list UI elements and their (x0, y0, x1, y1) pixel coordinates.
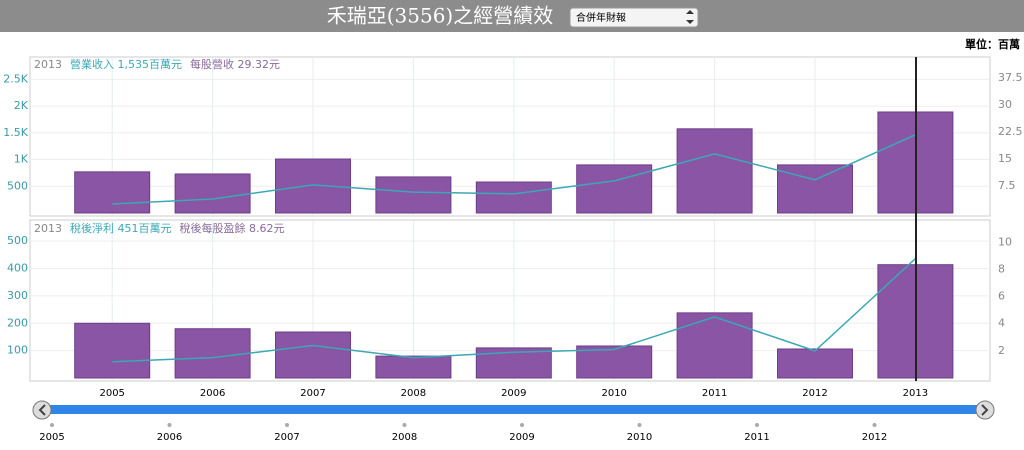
nav-dot (285, 423, 289, 427)
y2-tick-label: 2 (998, 344, 1005, 357)
bar (74, 171, 151, 214)
line (112, 258, 916, 363)
x-tick-label: 2008 (401, 388, 426, 399)
annotation: 營業收入 1,535百萬元 (70, 57, 182, 71)
y2-tick-label: 7.5 (998, 179, 1016, 192)
x-tick-label: 2005 (99, 388, 124, 399)
header-bar (0, 0, 1024, 32)
bar (174, 328, 251, 379)
y2-tick-label: 4 (998, 317, 1005, 330)
nav-label: 2011 (744, 432, 769, 443)
nav-label: 2010 (627, 432, 652, 443)
bar (777, 164, 853, 214)
x-tick-label: 2012 (802, 388, 827, 399)
bar (174, 173, 251, 214)
y-tick-label: 300 (7, 289, 28, 302)
y2-tick-label: 10 (998, 235, 1012, 248)
bar (676, 312, 753, 379)
y-tick-label: 1.5K (3, 126, 28, 139)
nav-dot (50, 423, 54, 427)
bar (375, 355, 452, 379)
bar (475, 181, 552, 214)
y2-tick-label: 15 (998, 152, 1012, 165)
nav-label: 2008 (392, 432, 417, 443)
annotation: 2013 (34, 222, 62, 235)
x-tick-label: 2009 (501, 388, 526, 399)
y-tick-label: 1K (14, 153, 29, 166)
arrow-icon (38, 404, 46, 416)
scroll-left[interactable] (32, 400, 52, 420)
panel (29, 56, 991, 217)
y2-tick-label: 8 (998, 262, 1005, 275)
nav-dot (402, 423, 407, 427)
dropdown-arrow (686, 10, 694, 24)
x-tick-label: 2013 (903, 388, 928, 399)
y2-tick-label: 37.5 (998, 71, 1023, 84)
annotation: 稅後每股盈餘 8.62元 (180, 221, 285, 235)
scroll-right[interactable] (975, 400, 995, 420)
y2-tick-label: 6 (998, 290, 1005, 303)
panel (29, 219, 991, 382)
scroll-bar[interactable] (44, 405, 978, 414)
bar (74, 322, 151, 379)
annotation: 每股營收 29.32元 (190, 57, 280, 71)
nav-dot (637, 423, 642, 427)
nav-label: 2012 (862, 432, 887, 443)
bar (576, 345, 653, 379)
arrow-icon (981, 404, 989, 416)
bar (275, 158, 351, 214)
annotation: 稅後淨利 451百萬元 (70, 221, 172, 235)
dropdown[interactable] (569, 7, 699, 28)
x-tick-label: 2006 (200, 388, 225, 399)
bar (275, 331, 351, 379)
y-tick-label: 2K (14, 99, 29, 112)
nav-dot (520, 423, 524, 427)
bar (375, 176, 452, 214)
y2-tick-label: 30 (998, 98, 1012, 111)
unit-label: 單位：百萬 (965, 37, 1020, 51)
y2-tick-label: 22.5 (998, 125, 1023, 138)
nav-label: 2007 (274, 432, 299, 443)
y-tick-label: 2.5K (3, 72, 28, 85)
x-tick-label: 2010 (601, 388, 626, 399)
bar (576, 164, 653, 214)
y-tick-label: 500 (7, 179, 28, 192)
y-tick-label: 500 (7, 234, 28, 247)
page-title: 禾瑞亞(3556)之經營績效 (327, 4, 554, 28)
nav-label: 2009 (509, 432, 534, 443)
nav-label: 2005 (39, 432, 64, 443)
nav-dot (872, 423, 877, 427)
y-tick-label: 100 (7, 344, 28, 357)
bar (676, 128, 753, 214)
x-tick-label: 2011 (702, 388, 727, 399)
nav-dot (167, 423, 172, 427)
nav-label: 2006 (157, 432, 182, 443)
dropdown-label: 合併年財報 (576, 11, 626, 24)
y-tick-label: 400 (7, 262, 28, 275)
y-tick-label: 200 (7, 316, 28, 329)
bar (777, 348, 853, 379)
x-tick-label: 2007 (300, 388, 325, 399)
annotation: 2013 (34, 58, 62, 71)
nav-dot (755, 423, 759, 427)
line (112, 134, 916, 205)
